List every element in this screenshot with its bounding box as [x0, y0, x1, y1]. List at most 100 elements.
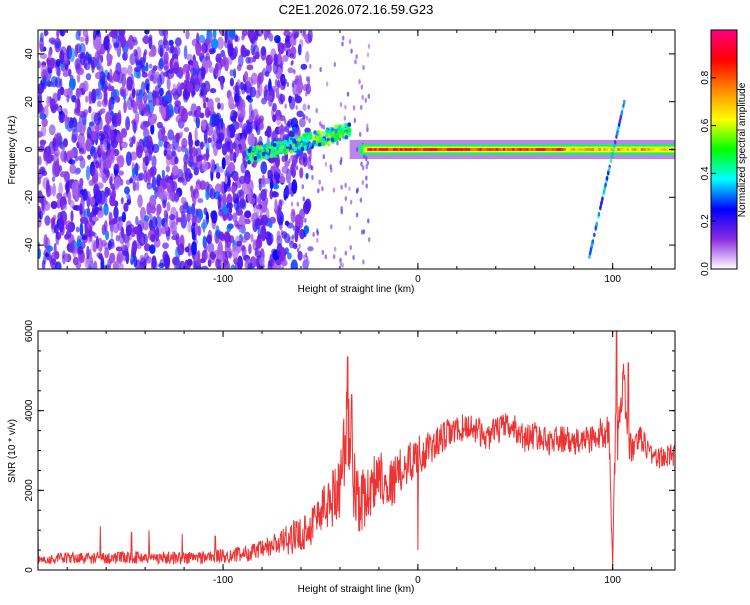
- spectrogram-blob: [340, 209, 343, 215]
- spectrogram-blob: [320, 123, 324, 129]
- spectrogram-blob: [183, 126, 190, 133]
- spectrogram-blob: [305, 256, 309, 262]
- spectrogram-blob: [143, 169, 148, 183]
- spectrogram-blob: [204, 218, 208, 227]
- spectrogram-blob: [234, 261, 241, 269]
- carrier-core: [383, 148, 387, 151]
- spectrogram-blob: [367, 237, 371, 243]
- spectrogram-blob: [361, 229, 364, 235]
- spectrogram-blob: [241, 180, 249, 195]
- spectrogram-blob: [297, 250, 303, 261]
- spectrogram-blob: [38, 217, 42, 228]
- spectrogram-blob: [192, 146, 196, 158]
- spectrogram-blob: [301, 184, 304, 190]
- spectrogram-blob: [291, 179, 298, 194]
- spectrogram-blob: [282, 43, 285, 49]
- spectrogram-blob: [188, 144, 194, 156]
- spectrogram-blob: [251, 147, 256, 152]
- spectrogram-blob: [186, 205, 193, 215]
- spectrogram-blob: [312, 139, 317, 145]
- carrier-core: [502, 148, 506, 151]
- spectrogram-blob: [302, 103, 307, 112]
- spectrogram-blob: [214, 62, 219, 74]
- carrier-core: [619, 148, 623, 151]
- spectrogram-blob: [125, 250, 130, 265]
- spectrogram-blob: [210, 48, 216, 54]
- spectrogram-blob: [147, 111, 153, 118]
- carrier-core: [572, 148, 576, 151]
- spectrogram-blob: [263, 30, 268, 41]
- spectrogram-blob: [199, 180, 207, 191]
- carrier-core: [493, 148, 496, 151]
- spectrogram-blob: [247, 262, 253, 269]
- spectrogram-blob: [68, 149, 75, 158]
- carrier-core: [392, 148, 396, 151]
- spectrogram-blob: [291, 234, 295, 240]
- spectrogram-blob: [147, 91, 154, 103]
- spectrogram-blob: [212, 30, 217, 40]
- spectrogram-blob: [341, 41, 344, 47]
- spectrogram-blob: [311, 174, 314, 180]
- spectrogram-blob: [622, 100, 626, 105]
- spectrogram-blob: [300, 63, 308, 70]
- spectrogram-blob: [268, 220, 273, 229]
- spectrogram-blob: [247, 133, 255, 146]
- spectrogram-blob: [167, 143, 172, 153]
- spectrogram-blob: [158, 87, 164, 97]
- spectrogram-blob: [296, 247, 300, 253]
- spectrogram-blob: [339, 129, 343, 135]
- spectrogram-blob: [229, 30, 236, 39]
- carrier-core: [603, 148, 606, 151]
- spectrogram-blob: [39, 32, 44, 43]
- spectrogram-xtick-label: 0: [415, 274, 421, 285]
- spectrogram-blob: [265, 148, 270, 153]
- spectrogram-blob: [85, 73, 92, 81]
- spectrogram-blob: [287, 130, 295, 140]
- spectrogram-blob: [135, 46, 142, 61]
- spectrogram-blob: [210, 105, 215, 111]
- spectrogram-blob: [308, 142, 313, 147]
- spectrogram-blob: [358, 131, 362, 137]
- spectrogram-blob: [281, 173, 285, 179]
- spectrogram-blob: [63, 116, 71, 122]
- spectrogram-blob: [324, 161, 328, 167]
- spectrogram-blob: [63, 151, 68, 164]
- spectrogram-blob: [290, 117, 299, 130]
- spectrogram-blob: [261, 152, 266, 157]
- spectrogram-blob: [249, 157, 254, 162]
- spectrogram-blob: [211, 113, 217, 123]
- spectrogram-blob: [148, 63, 153, 69]
- carrier-core: [593, 148, 597, 151]
- spectrogram-blob: [229, 185, 237, 193]
- spectrogram-blob: [241, 30, 248, 37]
- spectrogram-blob: [205, 59, 213, 69]
- spectrogram-blob: [115, 246, 123, 252]
- spectrogram-blob: [125, 238, 130, 250]
- spectrogram-blob: [59, 78, 63, 92]
- spectrogram-blob: [89, 121, 95, 127]
- carrier-core: [516, 148, 520, 151]
- spectrogram-blob: [125, 48, 129, 60]
- spectrogram-blob: [38, 247, 41, 260]
- spectrogram-blob: [149, 244, 156, 254]
- carrier-core: [521, 148, 524, 151]
- spectrogram-blob: [255, 145, 260, 150]
- spectrogram-blob: [56, 199, 61, 209]
- spectrogram-blob: [114, 96, 121, 103]
- spectrogram-blob: [339, 102, 343, 108]
- spectrogram-blob: [307, 259, 310, 265]
- spectrogram-blob: [295, 153, 299, 159]
- spectrogram-blob: [597, 211, 601, 217]
- spectrogram-blob: [109, 68, 113, 83]
- spectrogram-blob: [80, 111, 88, 119]
- spectrogram-blob: [244, 218, 251, 225]
- spectrogram-blob: [224, 250, 232, 259]
- spectrogram-blob: [332, 254, 336, 260]
- spectrogram-blob: [305, 91, 308, 97]
- spectrogram-blob: [199, 112, 205, 119]
- spectrogram-blob: [41, 197, 45, 212]
- spectrogram-blob: [612, 147, 615, 153]
- spectrogram-blob: [145, 256, 152, 264]
- spectrogram-blob: [81, 234, 88, 241]
- spectrogram-blob: [259, 257, 265, 267]
